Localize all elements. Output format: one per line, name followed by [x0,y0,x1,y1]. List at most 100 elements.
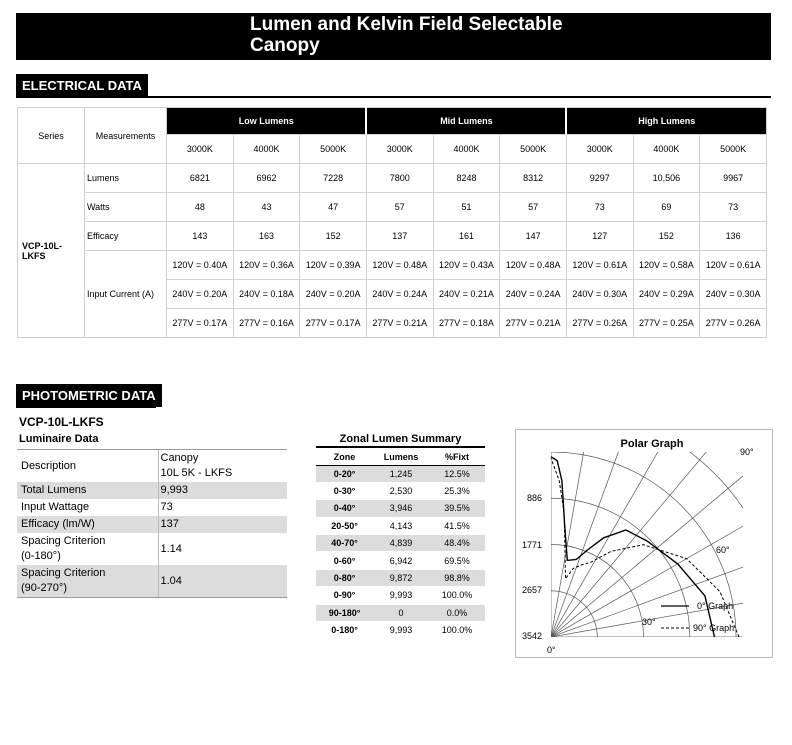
electrical-section-label: ELECTRICAL DATA [16,74,148,97]
zonal-table: Zone Lumens %Fixt 0-20° 1,245 12.5% 0-30… [316,449,485,640]
lumens-cell: 0 [373,604,429,623]
polar-curve-0deg [550,456,716,638]
table-cell: 51 [432,192,501,222]
photometric-section-label: PHOTOMETRIC DATA [16,384,162,407]
table-row: VCP-10L-LKFS Lumens 6821 6962 7228 7800 … [17,163,767,338]
polar-grid [551,452,743,637]
polar-title: Polar Graph [621,438,684,450]
table-cell: 163 [232,221,301,251]
table-cell: 120V = 0.61A [699,250,767,280]
row-label: Efficacy (lm/W) [17,516,158,533]
row-label: Spacing Criterion (90-270°) [17,565,158,598]
table-cell: 277V = 0.17A [299,308,367,338]
legend-label-0deg: 0° Graph [697,601,733,611]
percent-cell: 41.5% [429,517,485,536]
table-cell: 73 [699,192,767,222]
measurements-header: Measurements [84,107,167,164]
table-cell: 127 [565,221,634,251]
table-row: Spacing Criterion (90-270°) 1.04 [17,565,287,598]
lumens-cell: 2,530 [373,482,429,501]
zone-cell: 0-80° [316,569,373,588]
table-cell: 240V = 0.20A [299,279,367,309]
table-cell: 73 [565,192,634,222]
zone-cell: 0-90° [316,586,373,605]
table-cell: 10,506 [632,163,701,193]
table-cell: 8312 [499,163,567,193]
table-row: 0-80° 9,872 98.8% [316,569,485,588]
temp-header: 5000K [299,134,367,164]
polar-grid-arc [551,497,691,637]
angle-label: 0° [547,645,556,655]
row-value: 1.04 [157,565,287,598]
table-cell: 161 [432,221,501,251]
column-header: Zone [316,449,373,466]
table-cell: 277V = 0.18A [432,308,501,338]
table-row: 0-180° 9,993 100.0% [316,621,485,640]
percent-cell: 39.5% [429,499,485,518]
row-label: Total Lumens [17,482,158,499]
table-cell: 120V = 0.40A [166,250,234,280]
table-cell: 7800 [365,163,434,193]
temp-header: 4000K [632,134,701,164]
lumens-cell: 6,942 [373,551,429,570]
radial-label: 886 [527,493,542,503]
table-cell: 277V = 0.21A [499,308,567,338]
percent-cell: 12.5% [429,465,485,483]
group-header-high: High Lumens [565,107,768,135]
table-cell: 240V = 0.30A [565,279,634,309]
row-label: Lumens [84,163,167,193]
row-label: Watts [84,192,167,222]
model-title: VCP-10L-LKFS [19,415,104,429]
table-row: Description Canopy 10L 5K - LKFS [17,449,287,482]
table-cell: 9297 [565,163,634,193]
table-cell: 240V = 0.18A [232,279,301,309]
table-cell: 120V = 0.39A [299,250,367,280]
table-row: Watts 48 43 47 57 51 57 73 69 73 [18,192,767,222]
angle-label: 30° [642,617,656,627]
zone-cell: 90-180° [316,604,373,623]
luminaire-data-title: Luminaire Data [19,433,99,445]
group-header-mid: Mid Lumens [365,107,568,135]
temp-header: 4000K [432,134,501,164]
zone-cell: 0-20° [316,465,373,483]
table-cell: 137 [365,221,434,251]
table-row: 0-60° 6,942 69.5% [316,551,485,570]
table-cell: 143 [166,221,234,251]
table-cell: 57 [365,192,434,222]
table-cell: 120V = 0.48A [499,250,567,280]
column-header: Lumens [373,449,429,466]
polar-grid-spoke [551,525,743,637]
table-cell: 43 [232,192,301,222]
table-cell: 277V = 0.26A [699,308,767,338]
table-cell: 240V = 0.30A [699,279,767,309]
table-row: 0-90° 9,993 100.0% [316,586,485,605]
lumens-cell: 1,245 [373,465,429,483]
lumens-cell: 4,143 [373,517,429,536]
zone-cell: 40-70° [316,534,373,553]
zone-cell: 0-30° [316,482,373,501]
lumens-cell: 3,946 [373,499,429,518]
table-cell: 47 [299,192,367,222]
table-cell: 7228 [299,163,367,193]
table-row: 277V = 0.17A 277V = 0.16A 277V = 0.17A 2… [18,308,767,338]
temp-header: 4000K [232,134,301,164]
temp-header: 5000K [699,134,767,164]
polar-graph: Polar Graph 886 1771 2657 3542 90° 60° 3… [515,429,773,658]
table-row: 240V = 0.20A 240V = 0.18A 240V = 0.20A 2… [18,279,767,309]
temp-header: 3000K [166,134,234,164]
lumens-cell: 4,839 [373,534,429,553]
angle-label: 90° [740,447,754,457]
polar-grid-spoke [551,602,743,637]
table-row: Total Lumens 9,993 [17,482,287,499]
polar-graph-svg: Polar Graph 886 1771 2657 3542 90° 60° 3… [522,438,754,655]
polar-grid-spoke [551,452,659,637]
percent-cell: 98.8% [429,569,485,588]
table-row: 20-50° 4,143 41.5% [316,517,485,536]
legend-label-90deg: 90° Graph [693,623,734,633]
group-header-low: Low Lumens [166,107,368,135]
table-cell: 147 [499,221,567,251]
row-value: 9,993 [157,482,287,499]
radial-label: 1771 [522,540,542,550]
polar-curves [550,456,740,638]
series-header: Series [17,107,85,164]
